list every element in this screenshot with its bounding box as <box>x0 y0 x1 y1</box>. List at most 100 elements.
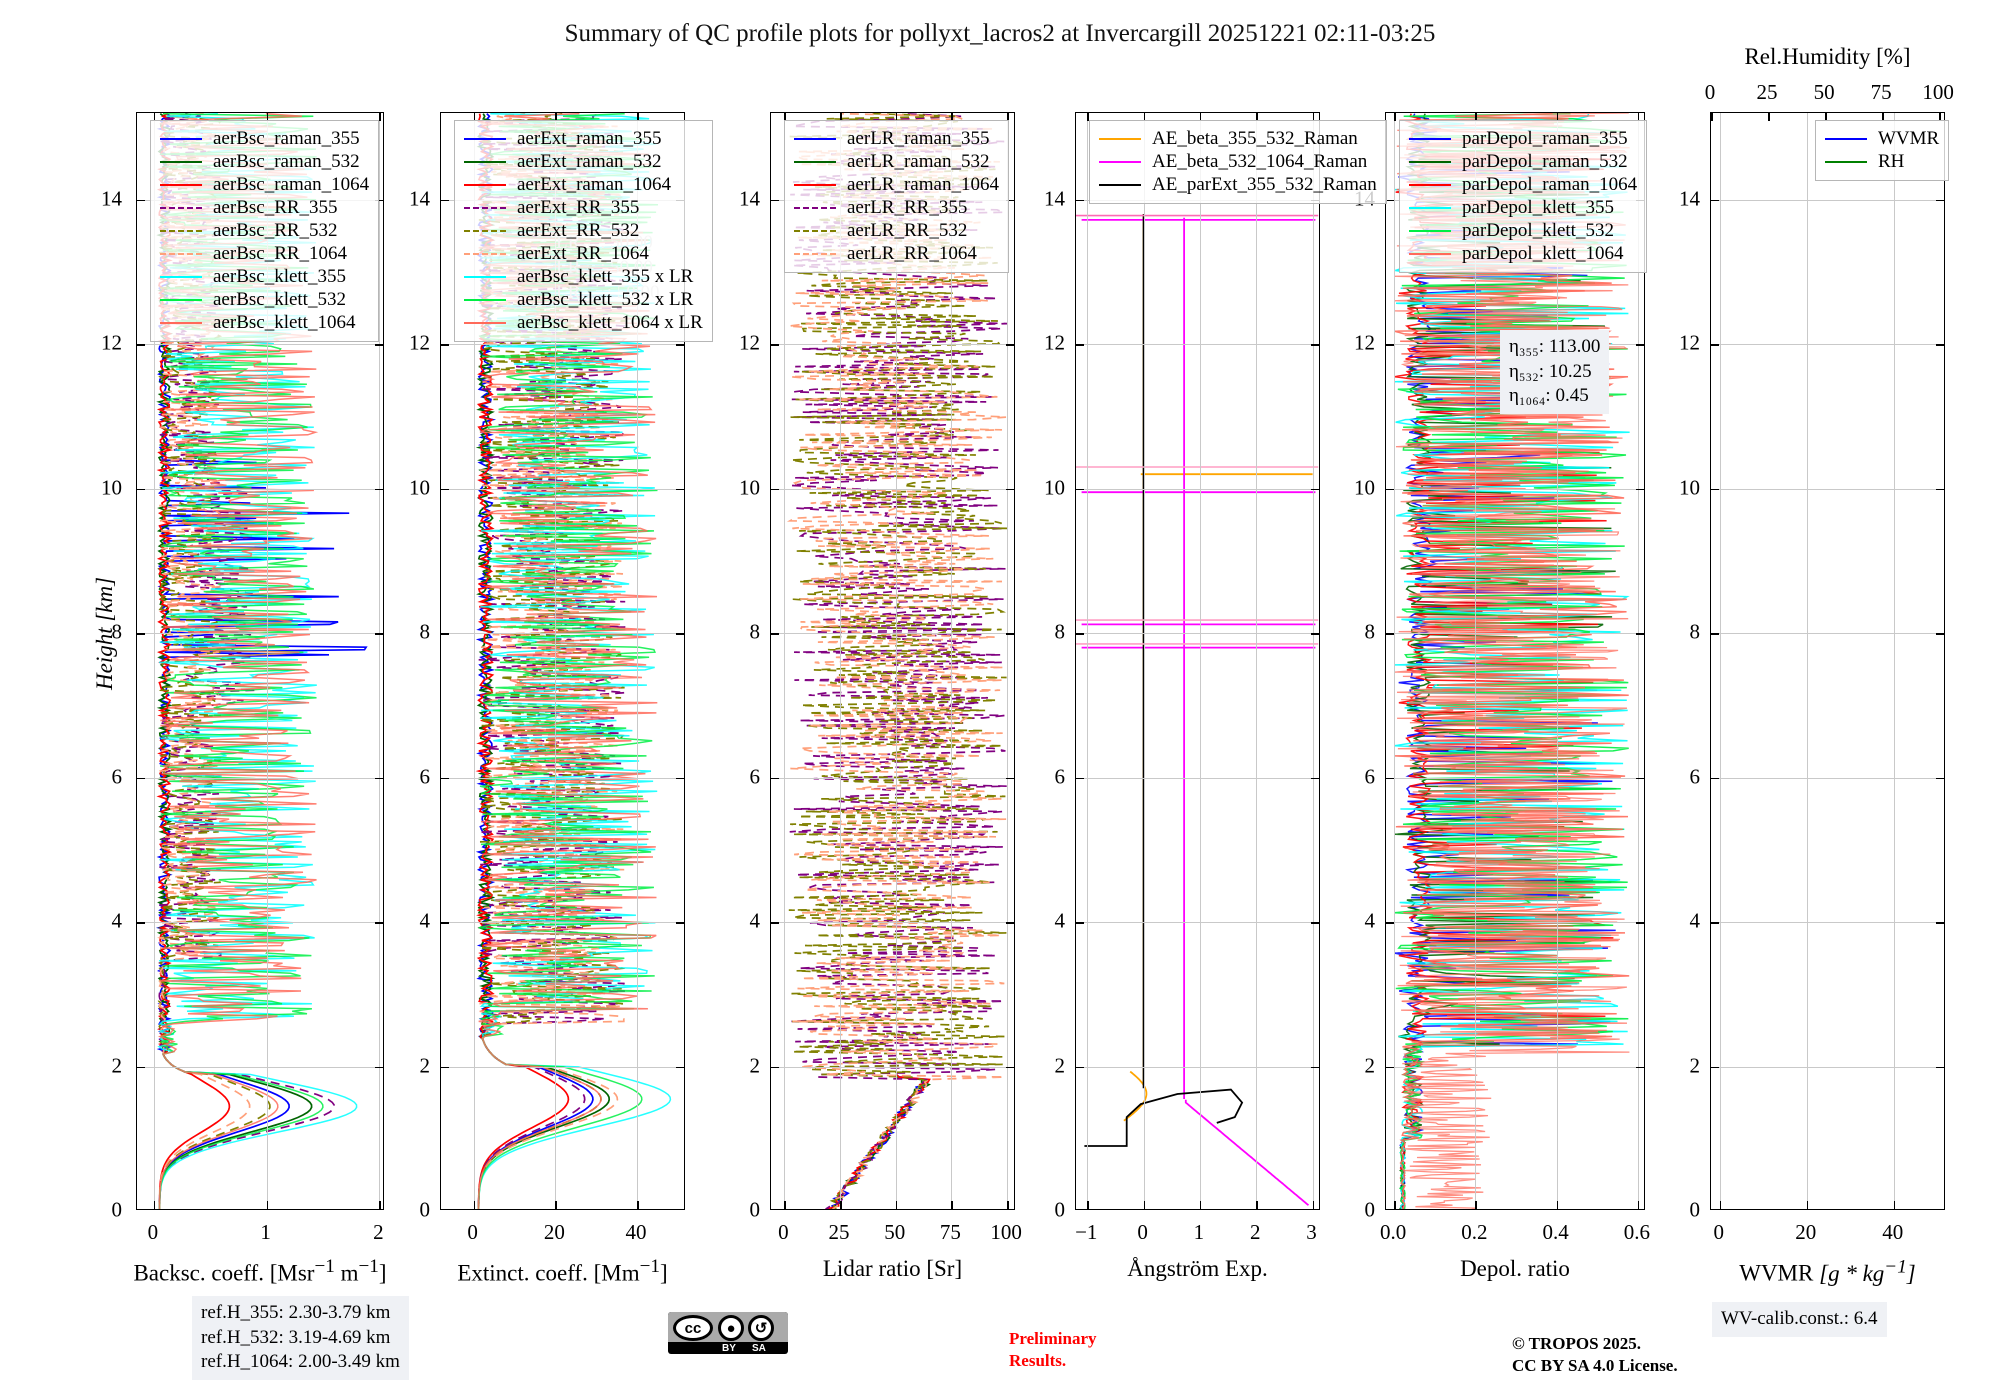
y-axis-tick-right <box>1006 633 1014 635</box>
legend-item[interactable]: aerLR_RR_355 <box>794 196 999 219</box>
legend-item[interactable]: WVMR <box>1825 127 1939 150</box>
grid-line-horizontal <box>771 344 1014 346</box>
y-axis-tick <box>1386 199 1394 202</box>
legend-item[interactable]: parDepol_raman_532 <box>1409 150 1637 173</box>
x-axis-tick-top <box>1256 113 1258 121</box>
legend-item[interactable]: AE_parExt_355_532_Raman <box>1099 173 1377 196</box>
legend-item[interactable]: AE_beta_355_532_Raman <box>1099 127 1377 150</box>
legend-item[interactable]: parDepol_klett_1064 <box>1409 242 1637 265</box>
x-axis-tick <box>555 1201 557 1209</box>
x-tick-label: 1 <box>260 1220 271 1244</box>
y-axis-tick <box>1711 1066 1719 1069</box>
legend-item[interactable]: aerBsc_klett_355 x LR <box>464 265 703 288</box>
x-axis-tick-top <box>951 113 953 121</box>
legend-color-swatch <box>160 252 202 255</box>
legend-item[interactable]: aerBsc_klett_532 x LR <box>464 288 703 311</box>
top-x-tick-label: 50 <box>1813 80 1835 104</box>
legend-wvmr-rh[interactable]: WVMR RH <box>1815 120 1950 181</box>
grid-line-horizontal <box>441 1066 684 1068</box>
x-tick-label: 100 <box>990 1220 1022 1244</box>
y-axis-tick <box>441 922 449 924</box>
legend-item[interactable]: aerBsc_RR_355 <box>160 196 369 219</box>
legend-item[interactable]: aerBsc_klett_1064 <box>160 311 369 334</box>
y-axis-tick-right <box>1936 199 1944 202</box>
legend-item[interactable]: RH <box>1825 150 1939 173</box>
legend-label: aerBsc_RR_532 <box>213 220 338 241</box>
top-x-tick-label: 100 <box>1922 80 1954 104</box>
y-tick-label: 10 <box>1044 475 1065 500</box>
legend-item[interactable]: aerExt_raman_355 <box>464 127 703 150</box>
y-tick-label: 14 <box>409 186 430 211</box>
legend-item[interactable]: aerExt_RR_532 <box>464 219 703 242</box>
legend-color-swatch <box>1099 183 1141 186</box>
legend-item[interactable]: parDepol_raman_355 <box>1409 127 1637 150</box>
x-axis-tick-top <box>637 113 639 121</box>
legend-item[interactable]: AE_beta_532_1064_Raman <box>1099 150 1377 173</box>
plot-area-angstrom <box>1076 113 1319 1209</box>
copyright-note: © TROPOS 2025. CC BY SA 4.0 License. <box>1512 1334 1678 1376</box>
top-axis-label-rel-humidity: Rel.Humidity [%] <box>1744 44 1911 69</box>
legend-label: aerExt_RR_355 <box>517 197 640 218</box>
y-axis-tick <box>771 633 779 635</box>
legend-item[interactable]: parDepol_klett_355 <box>1409 196 1637 219</box>
y-tick-label: 6 <box>1364 764 1376 789</box>
grid-line-horizontal <box>1386 1066 1644 1068</box>
legend-backscatter[interactable]: aerBsc_raman_355 aerBsc_raman_532 aerBsc… <box>150 120 380 342</box>
y-axis-tick-right <box>676 1066 684 1069</box>
legend-item[interactable]: aerBsc_klett_355 <box>160 265 369 288</box>
y-tick-label: 12 <box>739 330 760 355</box>
legend-item[interactable]: aerBsc_klett_532 <box>160 288 369 311</box>
legend-angstrom[interactable]: AE_beta_355_532_Raman AE_beta_532_1064_R… <box>1089 120 1387 204</box>
x-axis-tick-top <box>1199 113 1202 121</box>
grid-line-horizontal <box>1386 922 1644 924</box>
grid-line-horizontal <box>771 488 1014 490</box>
legend-label: parDepol_raman_1064 <box>1462 174 1638 195</box>
y-axis-tick-right <box>1006 344 1014 346</box>
legend-color-swatch <box>794 160 836 163</box>
legend-item[interactable]: aerLR_RR_532 <box>794 219 999 242</box>
grid-line-horizontal <box>1711 777 1944 779</box>
legend-item[interactable]: aerExt_RR_1064 <box>464 242 703 265</box>
y-axis-tick <box>1711 777 1719 780</box>
x-axis-tick-top <box>784 113 786 121</box>
grid-line-vertical <box>840 113 841 1209</box>
legend-label: aerBsc_RR_355 <box>213 197 338 218</box>
y-tick-label: 10 <box>409 475 430 500</box>
y-axis-tick <box>441 1066 449 1069</box>
legend-extinction[interactable]: aerExt_raman_355 aerExt_raman_532 aerExt… <box>454 120 713 342</box>
legend-item[interactable]: parDepol_raman_1064 <box>1409 173 1637 196</box>
x-tick-label: 0 <box>1713 1220 1724 1244</box>
legend-depolarization[interactable]: parDepol_raman_355 parDepol_raman_532 pa… <box>1399 120 1648 273</box>
legend-color-swatch <box>1409 229 1451 232</box>
legend-item[interactable]: aerBsc_raman_532 <box>160 150 369 173</box>
legend-item[interactable]: aerExt_raman_1064 <box>464 173 703 196</box>
y-axis-tick <box>1711 199 1719 202</box>
legend-item[interactable]: aerExt_RR_355 <box>464 196 703 219</box>
y-tick-label: 10 <box>1354 475 1375 500</box>
y-tick-label: 0 <box>749 1197 761 1222</box>
legend-lidar-ratio[interactable]: aerLR_raman_355 aerLR_raman_532 aerLR_ra… <box>784 120 1009 273</box>
legend-item[interactable]: aerLR_RR_1064 <box>794 242 999 265</box>
legend-item[interactable]: aerExt_raman_532 <box>464 150 703 173</box>
legend-color-swatch <box>1409 137 1451 140</box>
legend-color-swatch <box>160 160 202 163</box>
legend-label: AE_beta_355_532_Raman <box>1152 128 1358 149</box>
legend-item[interactable]: aerBsc_raman_1064 <box>160 173 369 196</box>
legend-item[interactable]: aerBsc_RR_532 <box>160 219 369 242</box>
legend-color-swatch <box>794 229 836 232</box>
y-tick-label: 12 <box>1354 330 1375 355</box>
x-axis-label-wvmr-rh: WVMR [g * kg−1] <box>1739 1256 1916 1286</box>
legend-item[interactable]: aerBsc_klett_1064 x LR <box>464 311 703 334</box>
legend-item[interactable]: aerLR_raman_1064 <box>794 173 999 196</box>
legend-item[interactable]: aerLR_raman_532 <box>794 150 999 173</box>
legend-item[interactable]: parDepol_klett_532 <box>1409 219 1637 242</box>
y-tick-label: 8 <box>1689 619 1701 644</box>
y-axis-tick <box>1076 1066 1084 1069</box>
legend-label: aerBsc_klett_355 <box>213 266 346 287</box>
legend-item[interactable]: aerLR_raman_355 <box>794 127 999 150</box>
legend-item[interactable]: aerBsc_raman_355 <box>160 127 369 150</box>
top-x-tick-label: 25 <box>1756 80 1778 104</box>
y-axis-tick-right <box>676 344 684 346</box>
legend-item[interactable]: aerBsc_RR_1064 <box>160 242 369 265</box>
y-axis-tick <box>771 777 779 780</box>
